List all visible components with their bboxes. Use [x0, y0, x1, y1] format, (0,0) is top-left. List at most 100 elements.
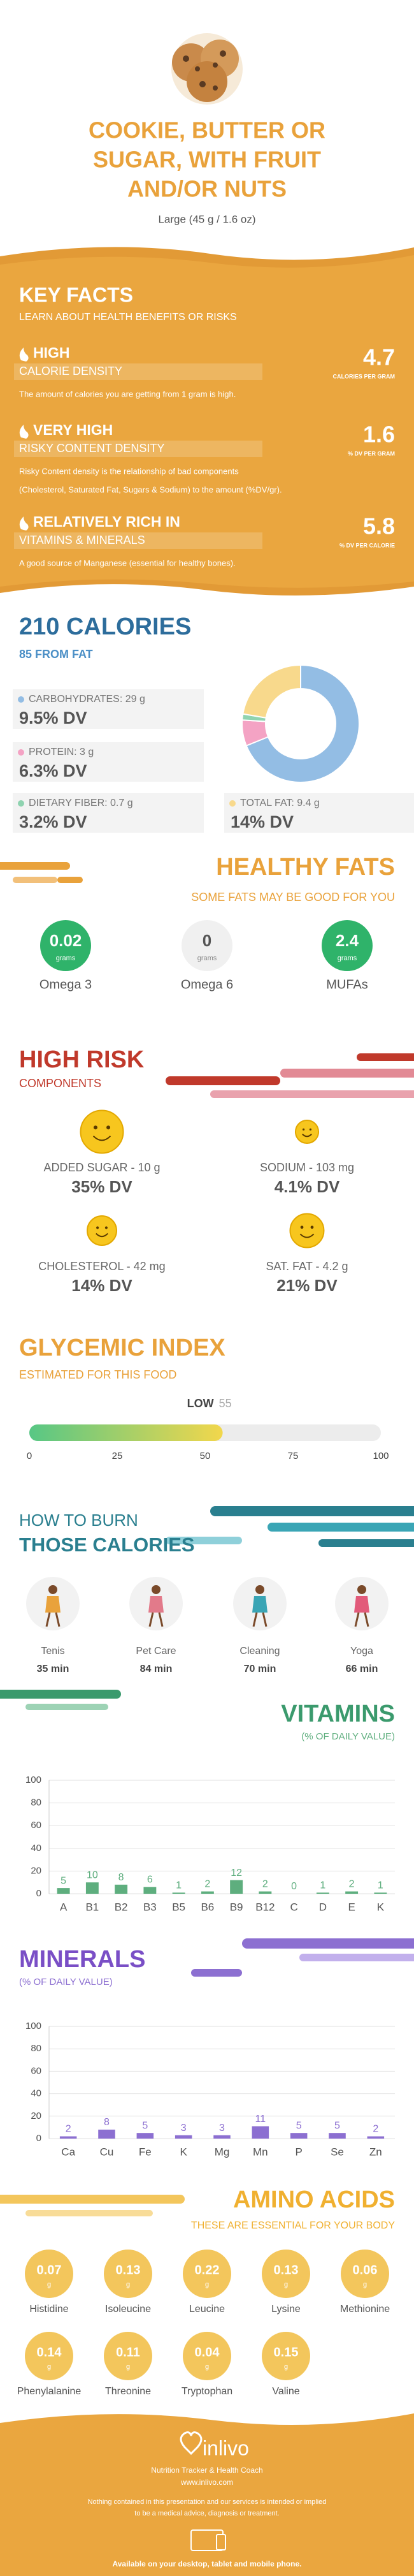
fact-name: RISKY CONTENT DENSITY: [19, 442, 164, 455]
x-tick-label: D: [319, 1901, 327, 1913]
fat-circle: [40, 920, 91, 971]
value-label: 5: [296, 2120, 302, 2131]
section-title: HIGH RISK: [19, 1046, 145, 1073]
smiley-eye: [93, 1125, 97, 1130]
amino-name: Methionine: [340, 2304, 390, 2315]
fact-level: RELATIVELY RICH IN: [33, 513, 180, 530]
x-tick-label: P: [295, 2146, 302, 2158]
fat-value: 0: [203, 931, 211, 950]
fact-icon: [19, 348, 29, 362]
fat-unit: grams: [338, 955, 357, 962]
risk-dv: 4.1% DV: [275, 1177, 340, 1196]
amino-unit: g: [126, 2281, 130, 2288]
bar: [57, 1888, 70, 1894]
x-tick-label: C: [290, 1901, 297, 1913]
chart-title: VITAMINS: [281, 1701, 395, 1727]
fact-description: (Cholesterol, Saturated Fat, Sugars & So…: [19, 485, 282, 494]
activity-time: 70 min: [244, 1664, 276, 1674]
chart-title: GLYCEMIC INDEX: [19, 1335, 225, 1361]
title: COOKIE, BUTTER OR: [89, 117, 325, 143]
legend-dot: [18, 749, 24, 756]
y-tick-label: 20: [31, 2111, 41, 2121]
fact-unit: % DV PER GRAM: [348, 450, 395, 457]
fact-description: The amount of calories you are getting f…: [19, 389, 236, 399]
fact-unit: CALORIES PER GRAM: [332, 373, 395, 379]
amino-circle: [25, 2332, 73, 2380]
value-label: 2: [349, 1879, 355, 1890]
serving-size: Large (45 g / 1.6 oz): [158, 213, 255, 225]
risk-dv: 35% DV: [71, 1177, 132, 1196]
amino-value: 0.22: [195, 2263, 220, 2277]
amino-circle: [262, 2332, 310, 2380]
bar: [290, 2133, 308, 2139]
smiley-eye: [106, 1125, 111, 1130]
decoration-bar: [318, 1539, 414, 1547]
fact-band: [14, 441, 262, 457]
fat-value: 0.02: [50, 931, 82, 950]
gi-value: 55: [219, 1397, 232, 1410]
decoration-bar: [191, 1969, 242, 1977]
smiley-eye: [104, 1226, 108, 1229]
nutrient-label: TOTAL FAT: 9.4 g: [240, 798, 320, 809]
section-title: AMINO ACIDS: [233, 2186, 395, 2213]
y-tick-label: 40: [31, 1843, 41, 1854]
fat-unit: grams: [56, 955, 76, 962]
x-tick-label: 75: [288, 1451, 299, 1461]
risk-smiley: [294, 1119, 320, 1145]
fact-level: HIGH: [33, 344, 70, 361]
x-tick-label: Cu: [100, 2146, 114, 2158]
bar: [175, 2135, 192, 2139]
disclaimer: Nothing contained in this presentation a…: [88, 2498, 327, 2506]
x-tick-label: B12: [255, 1901, 275, 1913]
fat-name: Omega 6: [181, 977, 233, 992]
fact-value: 4.7: [363, 344, 395, 370]
amino-value: 0.13: [116, 2263, 141, 2277]
amino-circle: [183, 2332, 231, 2380]
amino-name: Threonine: [105, 2386, 151, 2397]
decoration-bar: [210, 1506, 414, 1516]
nutrient-dv: 14% DV: [231, 812, 294, 831]
amino-name: Tryptophan: [182, 2386, 232, 2397]
value-label: 11: [255, 2114, 266, 2125]
amino-unit: g: [47, 2363, 51, 2371]
value-label: 3: [219, 2123, 225, 2133]
amino-value: 0.13: [274, 2263, 299, 2277]
legend-dot: [18, 800, 24, 807]
nutrient-band: [224, 793, 414, 833]
x-tick-label: 100: [373, 1451, 389, 1461]
value-label: 2: [66, 2124, 71, 2135]
device-icon: [216, 2534, 226, 2550]
nutrient-label: PROTEIN: 3 g: [29, 747, 94, 757]
x-tick-label: Mn: [253, 2146, 268, 2158]
y-tick-label: 100: [25, 2021, 41, 2031]
decoration-bar: [13, 877, 57, 883]
amino-circle: [183, 2250, 231, 2298]
activity-time: 66 min: [346, 1664, 378, 1674]
activity-head: [48, 1585, 57, 1594]
risk-smiley: [87, 1215, 117, 1246]
fact-name: CALORIE DENSITY: [19, 365, 122, 377]
bar: [374, 1892, 387, 1894]
amino-name: Phenylalanine: [17, 2386, 82, 2397]
x-tick-label: B9: [230, 1901, 243, 1913]
y-tick-label: 0: [36, 1888, 41, 1899]
section-subtitle: COMPONENTS: [19, 1077, 101, 1090]
y-tick-label: 80: [31, 2043, 41, 2054]
decoration-bar: [0, 862, 70, 870]
fact-band: [14, 532, 262, 549]
activity-time: 84 min: [140, 1664, 173, 1674]
risk-smiley: [289, 1213, 325, 1248]
value-label: 8: [104, 2117, 110, 2128]
chart-subtitle: (% OF DAILY VALUE): [19, 1977, 113, 1987]
bar: [316, 1892, 329, 1894]
cookie-illustration: [171, 33, 243, 105]
title: AND/OR NUTS: [127, 176, 287, 202]
decoration-bar: [242, 1938, 414, 1949]
amino-name: Histidine: [29, 2304, 68, 2315]
x-tick-label: B6: [201, 1901, 214, 1913]
y-tick-label: 80: [31, 1797, 41, 1808]
x-tick-label: Zn: [369, 2146, 382, 2158]
bar: [367, 2136, 385, 2139]
value-label: 5: [61, 1875, 66, 1886]
